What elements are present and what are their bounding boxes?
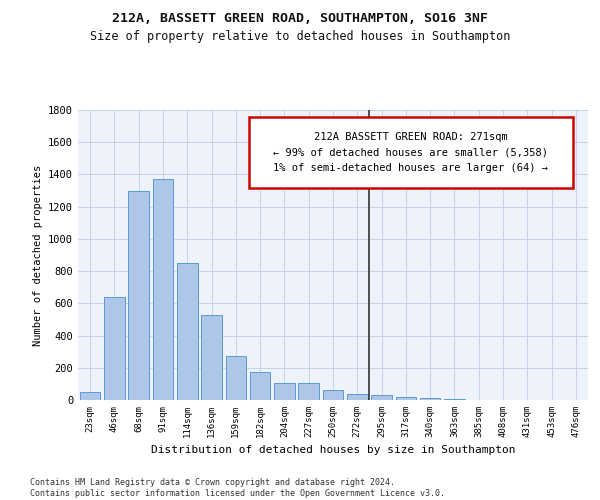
Bar xyxy=(347,394,368,400)
Bar xyxy=(152,180,173,400)
Bar xyxy=(201,316,222,400)
Text: 212A BASSETT GREEN ROAD: 271sqm
← 99% of detached houses are smaller (5,358)
1% : 212A BASSETT GREEN ROAD: 271sqm ← 99% of… xyxy=(273,132,548,173)
Bar xyxy=(274,383,295,400)
Bar xyxy=(323,390,343,400)
Bar xyxy=(250,372,271,400)
Bar xyxy=(420,398,440,400)
Bar xyxy=(80,392,100,400)
Text: Size of property relative to detached houses in Southampton: Size of property relative to detached ho… xyxy=(90,30,510,43)
Bar xyxy=(444,399,465,400)
Y-axis label: Number of detached properties: Number of detached properties xyxy=(32,164,43,346)
Bar xyxy=(177,263,197,400)
Bar xyxy=(395,397,416,400)
FancyBboxPatch shape xyxy=(249,117,573,188)
Bar xyxy=(226,356,246,400)
Bar xyxy=(128,190,149,400)
Text: Contains HM Land Registry data © Crown copyright and database right 2024.
Contai: Contains HM Land Registry data © Crown c… xyxy=(30,478,445,498)
Bar xyxy=(298,383,319,400)
X-axis label: Distribution of detached houses by size in Southampton: Distribution of detached houses by size … xyxy=(151,446,515,456)
Bar xyxy=(371,395,392,400)
Bar xyxy=(104,297,125,400)
Text: 212A, BASSETT GREEN ROAD, SOUTHAMPTON, SO16 3NF: 212A, BASSETT GREEN ROAD, SOUTHAMPTON, S… xyxy=(112,12,488,26)
